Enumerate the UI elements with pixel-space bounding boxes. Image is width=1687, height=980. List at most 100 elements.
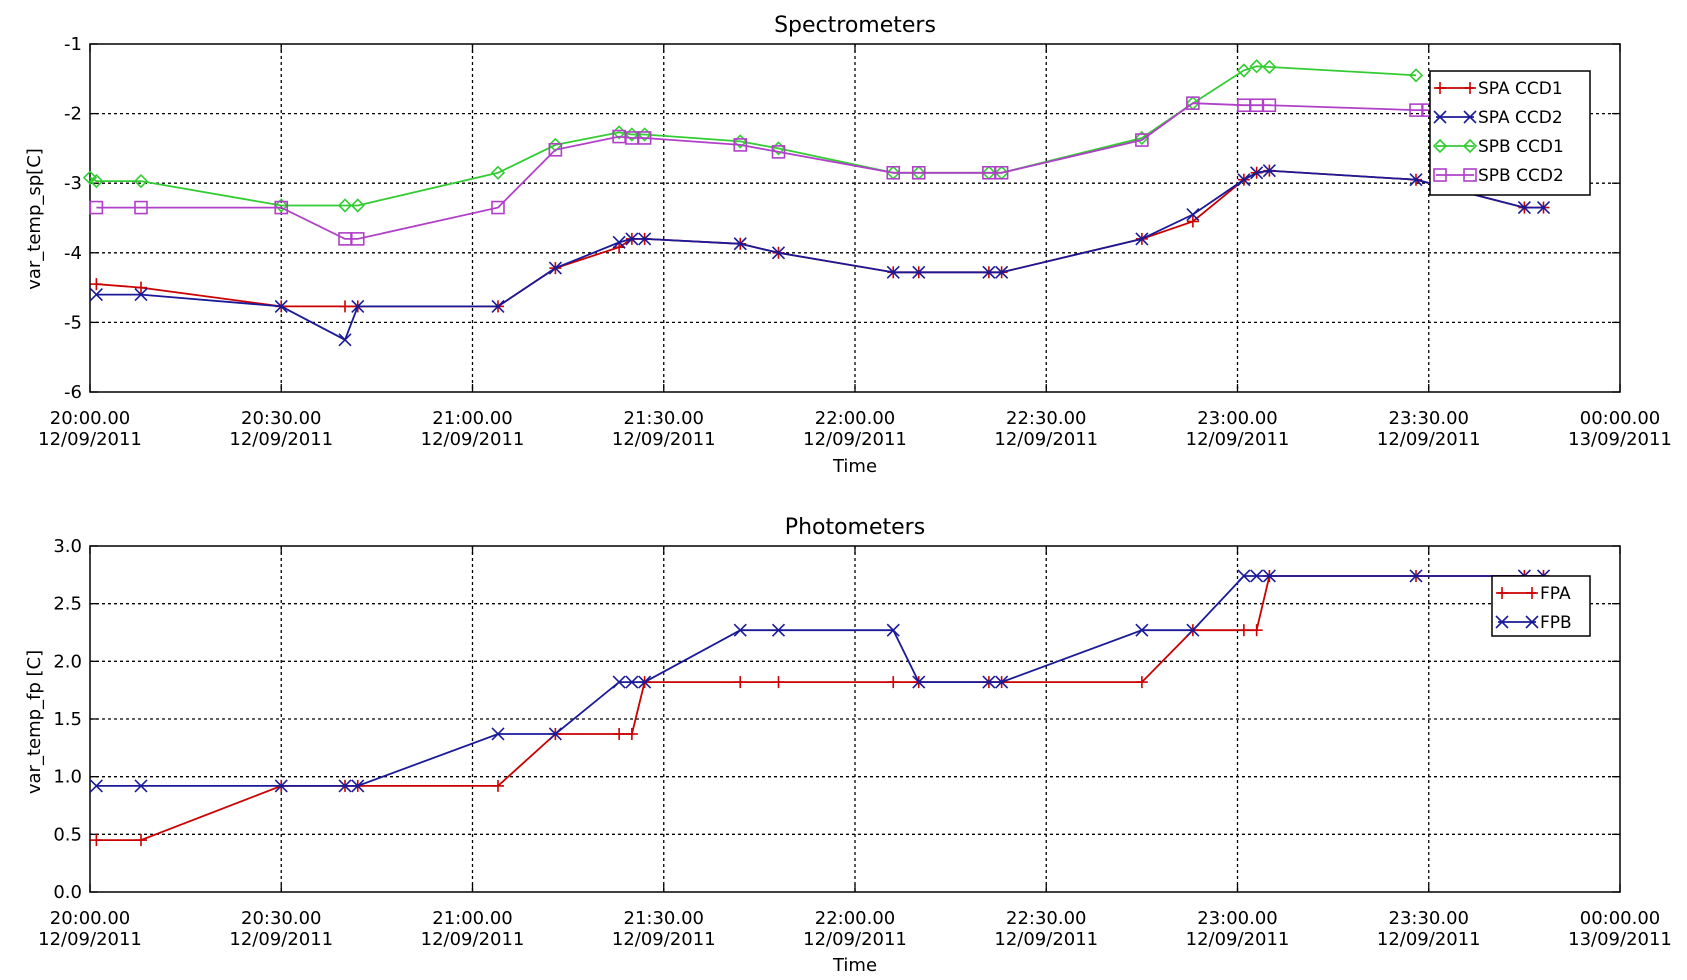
y-axis-label: var_temp_sp[C]	[24, 148, 45, 290]
point-marker	[886, 165, 901, 180]
series-line	[96, 575, 1544, 841]
x-tick-label-date: 12/09/2011	[994, 929, 1098, 950]
y-tick-label: -1	[64, 34, 82, 55]
x-tick-label-time: 22:00.00	[815, 908, 896, 929]
x-tick-label-time: 21:30.00	[624, 408, 705, 429]
point-marker	[1186, 623, 1200, 637]
x-tick-label-date: 12/09/2011	[1377, 429, 1481, 450]
point-marker	[1462, 138, 1478, 154]
y-axis-label: var_temp_fp [C]	[24, 650, 45, 794]
point-marker	[134, 779, 148, 793]
series-spa-ccd2	[89, 164, 1551, 347]
point-marker	[982, 265, 996, 279]
x-tick-label-date: 12/09/2011	[229, 929, 333, 950]
point-marker	[733, 623, 747, 637]
x-tick-label-date: 12/09/2011	[612, 929, 716, 950]
grid	[90, 546, 1620, 892]
point-marker	[994, 165, 1009, 180]
x-tick-label-date: 12/09/2011	[38, 429, 142, 450]
point-marker	[912, 675, 926, 689]
x-tick-label-date: 13/09/2011	[1568, 429, 1672, 450]
point-marker	[612, 675, 626, 689]
legend-label: SPA CCD1	[1478, 79, 1563, 99]
x-tick-label-time: 21:00.00	[432, 908, 513, 929]
x-tick-label-time: 22:30.00	[1006, 408, 1087, 429]
grid	[90, 44, 1620, 392]
point-marker	[548, 142, 563, 157]
point-marker	[1135, 623, 1149, 637]
point-marker	[274, 198, 289, 213]
point-marker	[337, 198, 353, 213]
point-marker	[1463, 168, 1477, 182]
point-marker	[133, 173, 149, 189]
point-marker	[886, 623, 900, 637]
point-marker	[995, 265, 1009, 279]
x-tick-label-date: 12/09/2011	[1186, 429, 1290, 450]
x-tick-label-time: 22:00.00	[815, 408, 896, 429]
point-marker	[351, 299, 365, 313]
x-tick-label-time: 23:00.00	[1197, 908, 1278, 929]
x-tick-label-time: 23:30.00	[1389, 408, 1470, 429]
y-tick-label: -6	[64, 382, 82, 403]
point-marker	[771, 246, 786, 260]
point-marker	[1262, 59, 1277, 75]
point-marker	[1237, 173, 1251, 187]
series-fpa	[90, 569, 1550, 847]
point-marker	[351, 779, 365, 793]
point-marker	[548, 261, 562, 275]
y-tick-label: 2.5	[53, 594, 82, 615]
y-tick-label: 3.0	[53, 536, 82, 557]
point-marker	[350, 198, 365, 213]
point-marker	[89, 779, 103, 793]
point-marker	[1135, 133, 1149, 147]
point-marker	[274, 779, 288, 793]
point-marker	[625, 675, 639, 689]
point-marker	[1536, 200, 1551, 215]
point-marker	[89, 200, 104, 215]
y-tick-label: -4	[64, 243, 82, 264]
point-marker	[1186, 96, 1200, 110]
point-marker	[638, 232, 652, 246]
point-marker	[733, 237, 747, 251]
x-tick-label-date: 12/09/2011	[1377, 929, 1481, 950]
series-line	[89, 65, 1417, 207]
y-tick-label: -2	[64, 104, 82, 125]
point-marker	[490, 165, 506, 180]
x-tick-label-date: 13/09/2011	[1568, 929, 1672, 950]
point-marker	[1135, 232, 1149, 246]
point-marker	[771, 145, 786, 159]
point-marker	[612, 235, 626, 249]
point-marker	[89, 173, 104, 189]
x-tick-label-date: 12/09/2011	[38, 929, 142, 950]
series-spa-ccd1	[90, 164, 1550, 313]
y-tick-label: 1.5	[53, 709, 82, 730]
x-tick-label-time: 00:00.00	[1580, 408, 1661, 429]
x-tick-label-date: 12/09/2011	[1186, 929, 1290, 950]
point-marker	[625, 232, 639, 246]
x-tick-label-time: 20:30.00	[241, 408, 322, 429]
x-tick-label-time: 23:00.00	[1197, 408, 1278, 429]
point-marker	[1262, 569, 1276, 583]
point-marker	[1250, 569, 1264, 583]
photometers-chart: Photometers Time var_temp_fp [C] 0.0 0.5 1…	[24, 515, 1672, 976]
legend: FPA FPB	[1491, 575, 1591, 637]
point-marker	[911, 165, 926, 180]
point-marker	[1495, 615, 1509, 629]
point-marker	[1409, 569, 1423, 583]
series-line	[96, 102, 1429, 240]
series-spb-ccd2	[89, 96, 1436, 246]
x-tick-label-date: 12/09/2011	[612, 429, 716, 450]
point-marker	[886, 265, 900, 279]
x-tick-label-time: 20:00.00	[50, 908, 131, 929]
point-marker	[912, 265, 926, 279]
point-marker	[1517, 200, 1531, 215]
point-marker	[134, 287, 148, 302]
point-marker	[733, 138, 748, 152]
point-marker	[982, 675, 996, 689]
point-marker	[338, 333, 352, 347]
x-tick-label-date: 12/09/2011	[803, 929, 907, 950]
point-marker	[1433, 110, 1447, 124]
point-marker	[82, 170, 98, 185]
